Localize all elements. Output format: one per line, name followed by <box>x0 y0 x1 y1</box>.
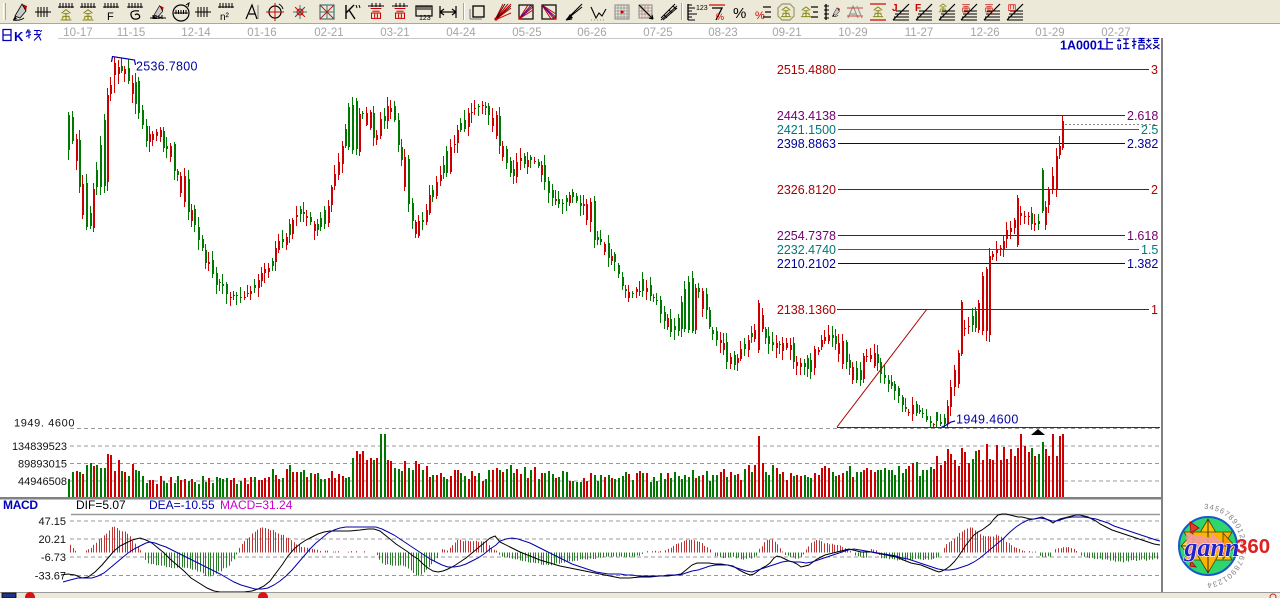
svg-text:-6.73: -6.73 <box>41 552 66 564</box>
svg-text:-33.67: -33.67 <box>35 570 66 582</box>
svg-text:12-14: 12-14 <box>181 27 211 39</box>
svg-text:1.5: 1.5 <box>1141 243 1158 257</box>
svg-text:20.21: 20.21 <box>38 534 66 546</box>
svg-text:n²: n² <box>220 12 230 23</box>
svg-text:01-16: 01-16 <box>247 27 276 39</box>
svg-text:04-24: 04-24 <box>446 27 476 39</box>
svg-text:2.382: 2.382 <box>1127 137 1158 151</box>
svg-text:gann: gann <box>1184 533 1240 562</box>
svg-text:03-21: 03-21 <box>380 27 409 39</box>
svg-text:01-29: 01-29 <box>1035 27 1064 39</box>
svg-text:10-29: 10-29 <box>838 27 867 39</box>
svg-text:2421.1500: 2421.1500 <box>777 123 836 137</box>
svg-text:%: % <box>755 10 765 22</box>
svg-text:2210.2102: 2210.2102 <box>777 257 836 271</box>
svg-text:MACD: MACD <box>3 498 38 512</box>
svg-text:2326.8120: 2326.8120 <box>777 183 836 197</box>
svg-text:2.618: 2.618 <box>1127 109 1158 123</box>
svg-text:123: 123 <box>696 5 708 12</box>
svg-text:2398.8863: 2398.8863 <box>777 137 836 151</box>
svg-text:05-25: 05-25 <box>512 27 541 39</box>
svg-text:F: F <box>915 3 921 14</box>
svg-text:47.15: 47.15 <box>38 516 66 528</box>
svg-text:2443.4138: 2443.4138 <box>777 109 836 123</box>
svg-text:09-21: 09-21 <box>772 27 801 39</box>
svg-text:J: J <box>892 3 898 14</box>
svg-text:DIF=5.07: DIF=5.07 <box>76 498 126 512</box>
svg-text:11-15: 11-15 <box>117 27 146 39</box>
svg-text:1949.4600: 1949.4600 <box>956 413 1019 427</box>
svg-text:89893015: 89893015 <box>18 458 67 470</box>
svg-text:44946508: 44946508 <box>18 476 67 488</box>
svg-text:08-23: 08-23 <box>708 27 737 39</box>
svg-text:2515.4880: 2515.4880 <box>777 63 836 77</box>
svg-text:123: 123 <box>419 15 431 22</box>
svg-text:2254.7378: 2254.7378 <box>777 229 836 243</box>
svg-text:1949. 4600: 1949. 4600 <box>14 418 75 430</box>
svg-text:%: % <box>733 5 746 22</box>
svg-text:1.382: 1.382 <box>1127 257 1158 271</box>
svg-text:1A0001: 1A0001 <box>1060 39 1104 53</box>
svg-text:07-25: 07-25 <box>643 27 672 39</box>
svg-text:2536.7800: 2536.7800 <box>136 60 198 74</box>
svg-text:11-27: 11-27 <box>905 27 934 39</box>
svg-text:10-17: 10-17 <box>63 27 92 39</box>
svg-text:%: % <box>716 12 724 22</box>
svg-text:2232.4740: 2232.4740 <box>777 243 836 257</box>
svg-text:MACD=31.24: MACD=31.24 <box>220 498 293 512</box>
svg-text:1: 1 <box>1151 303 1158 317</box>
svg-text:360: 360 <box>1236 535 1270 558</box>
svg-text:F: F <box>107 11 114 23</box>
svg-text:3: 3 <box>1151 63 1158 77</box>
svg-text:02-21: 02-21 <box>314 27 343 39</box>
svg-text:12-26: 12-26 <box>970 27 999 39</box>
svg-text:02-27: 02-27 <box>1101 27 1130 39</box>
svg-text:2138.1360: 2138.1360 <box>777 303 836 317</box>
svg-text:2: 2 <box>1151 183 1158 197</box>
svg-text:2.5: 2.5 <box>1141 123 1158 137</box>
svg-text:06-26: 06-26 <box>577 27 606 39</box>
svg-text:DEA=-10.55: DEA=-10.55 <box>149 498 215 512</box>
svg-text:K: K <box>14 29 24 44</box>
svg-text:1.618: 1.618 <box>1127 229 1158 243</box>
svg-text:134839523: 134839523 <box>12 441 67 453</box>
